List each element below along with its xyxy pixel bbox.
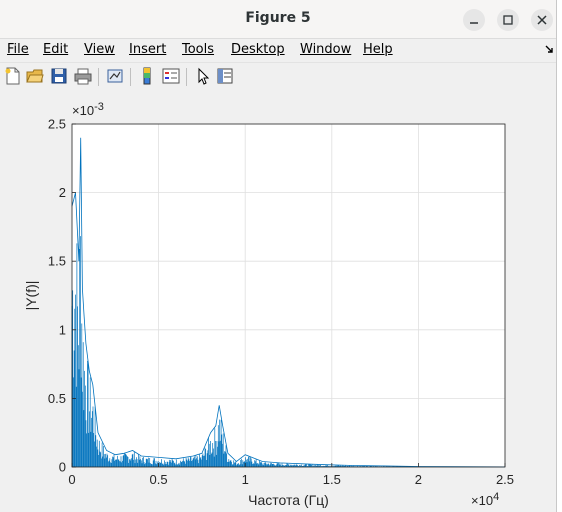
new-figure-icon[interactable] [4, 67, 22, 85]
menu-bar: File Edit View Insert Tools Desktop Wind… [0, 39, 556, 61]
maximize-button[interactable] [497, 9, 519, 31]
x-axis-label: Частота (Гц) [248, 492, 329, 508]
axes-frame [71, 123, 506, 468]
x-tick-label: 0.5 [150, 472, 168, 487]
open-file-icon[interactable] [26, 67, 44, 85]
close-button[interactable] [531, 9, 553, 31]
x-axis-multiplier: ×104 [471, 491, 499, 508]
y-tick-label: 0 [59, 460, 66, 475]
y-axis-multiplier: ×10-3 [72, 101, 104, 118]
close-icon [537, 15, 547, 25]
x-tick-label: 2 [415, 472, 422, 487]
menu-view[interactable]: View [84, 42, 115, 57]
link-plot-icon[interactable] [106, 67, 124, 85]
menu-file[interactable]: File [7, 42, 29, 57]
x-tick-label: 2.5 [496, 472, 514, 487]
minimize-icon [470, 22, 478, 24]
legend-icon[interactable] [162, 67, 180, 85]
toolbar [0, 62, 556, 92]
dock-arrow-icon[interactable] [544, 44, 554, 56]
pointer-icon[interactable] [194, 67, 212, 85]
x-tick-label: 1.5 [323, 472, 341, 487]
toolbar-separator [186, 68, 187, 86]
y-tick-label: 1 [59, 322, 66, 337]
y-tick-label: 2.5 [48, 117, 66, 132]
menu-tools[interactable]: Tools [182, 42, 215, 57]
background-strip [557, 0, 562, 512]
toolbar-separator [130, 68, 131, 86]
y-tick-label: 1.5 [48, 254, 66, 269]
print-icon[interactable] [74, 67, 92, 85]
menu-insert[interactable]: Insert [129, 42, 167, 57]
property-editor-icon[interactable] [216, 67, 234, 85]
x-tick-label: 0 [68, 472, 75, 487]
toolbar-separator [98, 68, 99, 86]
menu-desktop[interactable]: Desktop [231, 42, 285, 57]
minimize-button[interactable] [463, 9, 485, 31]
y-axis-label: |Y(f)| [23, 281, 39, 311]
menu-help[interactable]: Help [363, 42, 393, 57]
window-title: Figure 5 [245, 10, 311, 26]
title-bar: Figure 5 [0, 0, 556, 39]
x-tick-label: 1 [242, 472, 249, 487]
y-tick-label: 2 [59, 185, 66, 200]
colorbar-icon[interactable] [138, 67, 156, 85]
figure-canvas: 0 0.5 1 1.5 2 2.5 0 0.5 1 1.5 2 2.5 Частота (Гц) |… [0, 91, 556, 512]
menu-edit[interactable]: Edit [43, 42, 69, 57]
maximize-icon [503, 15, 513, 25]
spectrum-line [71, 137, 506, 468]
y-tick-label: 0.5 [48, 391, 66, 406]
axes-plot[interactable]: 0 0.5 1 1.5 2 2.5 0 0.5 1 1.5 2 2.5 Частота (Гц) |… [0, 91, 556, 512]
axes-background [72, 124, 505, 467]
x-exponent: 4 [493, 491, 499, 503]
save-icon[interactable] [50, 67, 68, 85]
menu-window[interactable]: Window [300, 42, 352, 57]
y-exponent: -3 [94, 101, 104, 113]
